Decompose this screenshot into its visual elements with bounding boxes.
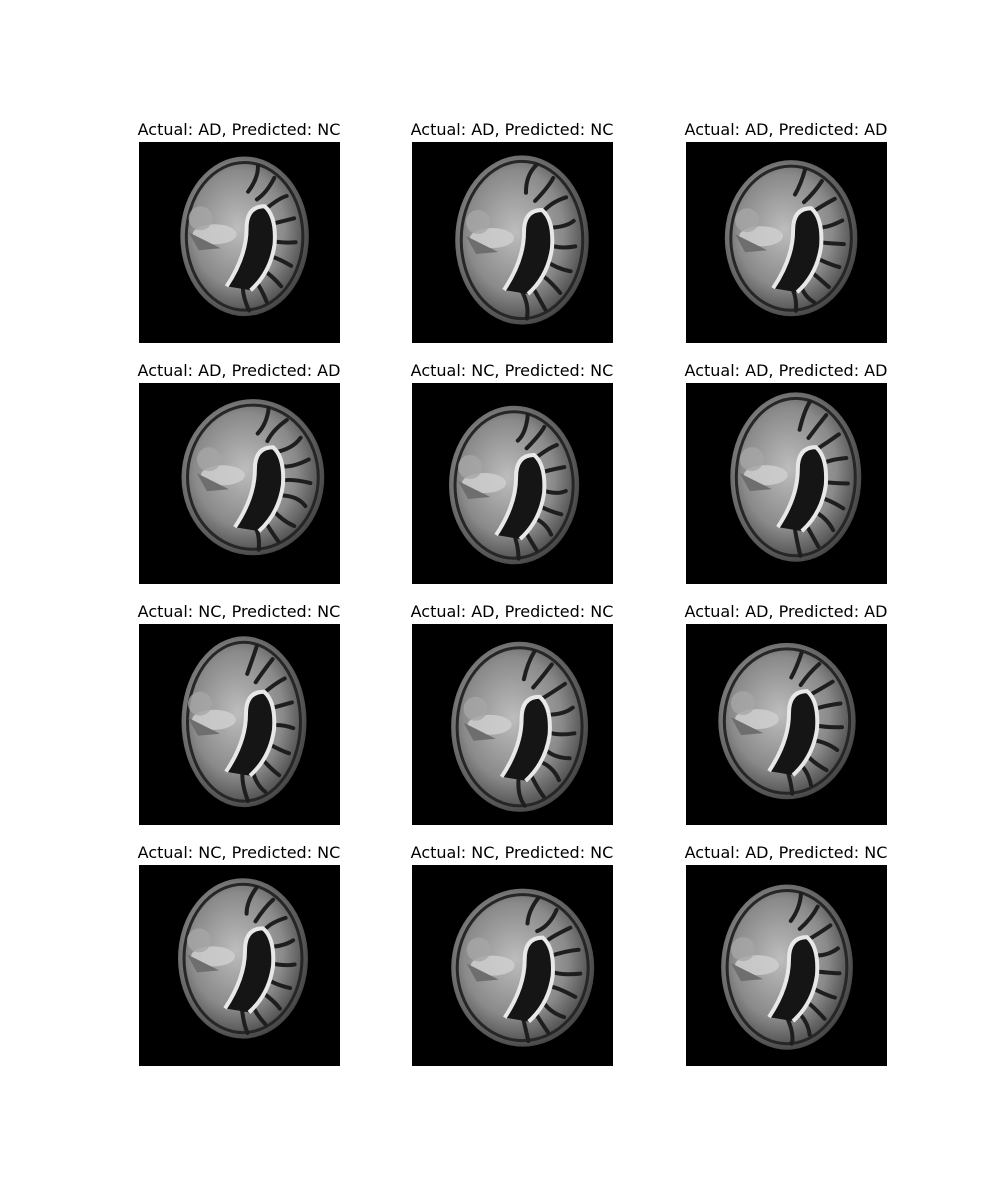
panel-title: Actual: AD, Predicted: NC	[402, 602, 622, 622]
panel-title: Actual: AD, Predicted: NC	[129, 120, 349, 140]
mri-slice-image	[686, 865, 887, 1066]
mri-slice-image	[139, 865, 340, 1066]
mri-slice-image	[412, 865, 613, 1066]
mri-slice-image	[139, 142, 340, 343]
panel-title: Actual: NC, Predicted: NC	[129, 602, 349, 622]
panel-title: Actual: AD, Predicted: AD	[676, 120, 896, 140]
mri-slice-image	[412, 142, 613, 343]
panel-title: Actual: NC, Predicted: NC	[129, 843, 349, 863]
mri-slice-image	[686, 142, 887, 343]
panel-title: Actual: NC, Predicted: NC	[402, 361, 622, 381]
mri-slice-image	[412, 383, 613, 584]
panel-title: Actual: NC, Predicted: NC	[402, 843, 622, 863]
panel-title: Actual: AD, Predicted: AD	[129, 361, 349, 381]
mri-slice-image	[686, 383, 887, 584]
mri-slice-image	[412, 624, 613, 825]
panel-title: Actual: AD, Predicted: NC	[676, 843, 896, 863]
mri-slice-image	[139, 383, 340, 584]
panel-title: Actual: AD, Predicted: AD	[676, 361, 896, 381]
mri-slice-image	[139, 624, 340, 825]
mri-slice-image	[686, 624, 887, 825]
panel-title: Actual: AD, Predicted: NC	[402, 120, 622, 140]
panel-title: Actual: AD, Predicted: AD	[676, 602, 896, 622]
